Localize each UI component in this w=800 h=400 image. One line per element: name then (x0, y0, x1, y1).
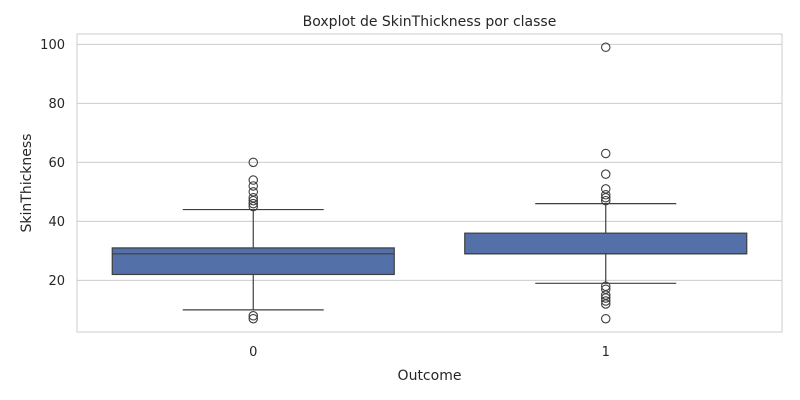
iqr-box (464, 232, 748, 255)
outlier-point (248, 175, 259, 185)
outlier-point (248, 311, 259, 321)
outlier-point (248, 187, 259, 197)
outlier-point (600, 169, 611, 179)
boxes-layer (111, 42, 748, 324)
y-axis-label: SkinThickness (19, 134, 35, 233)
y-tick-label: 100 (40, 38, 65, 53)
outlier-point (248, 198, 259, 209)
outlier-point (248, 313, 259, 324)
x-axis-label: Outcome (398, 368, 462, 384)
chart-title: Boxplot de SkinThickness por classe (303, 14, 557, 30)
y-gridlines (77, 43, 782, 281)
outlier-point (248, 193, 259, 203)
y-tick-label: 40 (48, 215, 65, 230)
outlier-point (600, 184, 611, 194)
outlier-point (600, 296, 611, 306)
y-tick-label: 20 (48, 274, 65, 289)
outlier-point (248, 157, 259, 168)
y-tick-label: 60 (48, 156, 65, 171)
y-tick-label: 80 (48, 97, 65, 112)
outlier-point (600, 190, 611, 200)
y-tick-labels: 20 40 60 80 100 (40, 38, 65, 289)
outlier-point (600, 284, 611, 294)
x-tick-label: 1 (602, 345, 610, 360)
outlier-point (248, 181, 259, 191)
outlier-point (600, 313, 611, 324)
plot-frame (76, 33, 783, 333)
box-group-1 (464, 42, 748, 324)
outlier-point (600, 281, 611, 292)
outlier-point (600, 148, 611, 159)
outlier-point (600, 42, 611, 53)
outlier-point (600, 195, 611, 206)
box-group-0 (111, 157, 395, 324)
x-tick-label: 0 (249, 345, 257, 360)
iqr-box (111, 247, 395, 276)
